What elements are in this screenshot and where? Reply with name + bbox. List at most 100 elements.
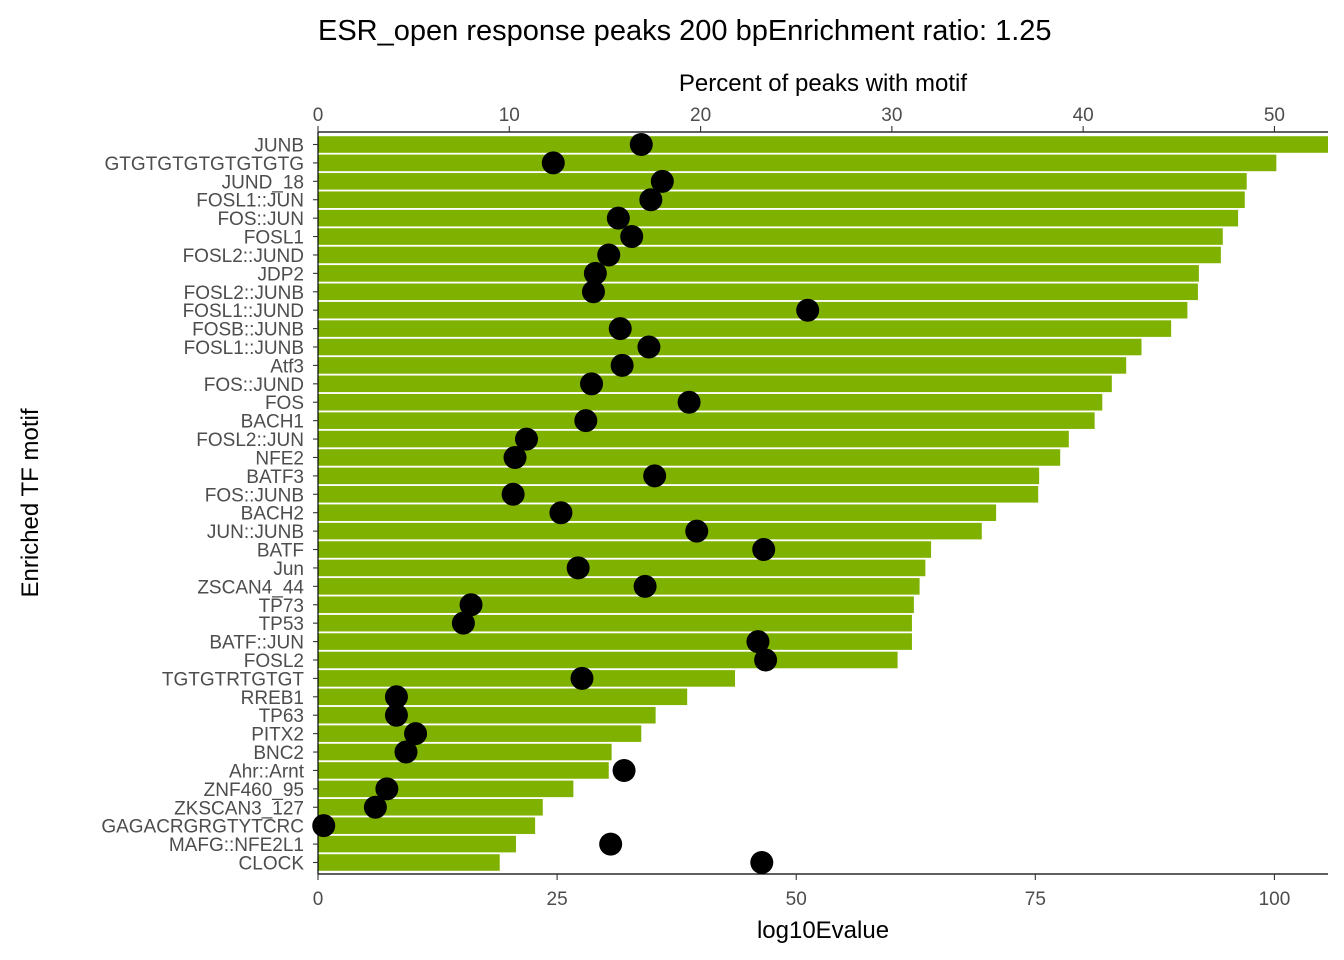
- x2-tick-label: 20: [690, 105, 711, 126]
- point: [754, 648, 778, 672]
- y-tick-label: Atf3: [270, 356, 304, 377]
- bar: [318, 209, 1239, 227]
- point: [608, 317, 632, 341]
- point: [612, 758, 636, 782]
- y-tick-label: ZSCAN4_44: [197, 577, 304, 598]
- point: [503, 445, 527, 469]
- y-tick-label: TP63: [259, 706, 304, 727]
- y-tick-label: FOSL1::JUNB: [184, 338, 304, 359]
- bar: [318, 541, 932, 558]
- x2-tick-label: 40: [1073, 105, 1094, 126]
- bar: [318, 522, 982, 540]
- point: [580, 372, 604, 396]
- bar: [318, 375, 1112, 393]
- point: [394, 740, 418, 764]
- bar: [318, 283, 1198, 301]
- point: [597, 243, 621, 267]
- bar: [318, 393, 1103, 411]
- y-axis-title: Enriched TF motif: [17, 408, 44, 597]
- y-tick-label: JUNB: [254, 136, 304, 157]
- bar: [318, 614, 912, 632]
- x2-tick-label: 30: [881, 105, 902, 126]
- y-tick-label: JUN::JUNB: [207, 522, 304, 543]
- point: [650, 169, 674, 193]
- y-tick-label: RREB1: [241, 688, 304, 709]
- bar: [318, 798, 543, 816]
- bar: [318, 486, 1039, 503]
- x-tick-label: 25: [547, 889, 568, 910]
- point: [629, 133, 653, 156]
- y-tick-label: BATF::JUN: [209, 633, 304, 654]
- y-tick-label: CLOCK: [239, 854, 305, 875]
- y-tick-label: Jun: [273, 559, 304, 580]
- bar: [318, 854, 500, 871]
- point: [312, 814, 336, 838]
- x-axis-title: log10Evalue: [757, 917, 889, 944]
- bar: [318, 154, 1277, 172]
- bar: [318, 743, 612, 761]
- point: [363, 795, 387, 819]
- bar: [318, 265, 1199, 282]
- bar: [318, 817, 536, 834]
- y-tick-label: FOS::JUN: [217, 209, 304, 230]
- point: [796, 298, 820, 322]
- point: [620, 225, 644, 249]
- bar: [318, 762, 609, 779]
- point: [375, 777, 399, 801]
- y-tick-label: TP73: [259, 596, 304, 617]
- x-tick-label: 100: [1259, 889, 1291, 910]
- point: [606, 206, 630, 230]
- y-tick-label: PITX2: [251, 725, 304, 746]
- bar: [318, 596, 914, 614]
- bar: [318, 835, 516, 853]
- point: [677, 390, 701, 414]
- bar: [318, 449, 1061, 466]
- y-tick-label: FOSL2: [244, 651, 304, 672]
- bar: [318, 651, 898, 669]
- x2-tick-label: 50: [1264, 105, 1285, 126]
- point: [599, 832, 623, 856]
- x-tick-label: 75: [1025, 889, 1046, 910]
- bar: [318, 301, 1188, 319]
- bar: [318, 504, 997, 521]
- point: [574, 409, 598, 433]
- point: [639, 188, 663, 212]
- y-tick-label: FOSL1: [244, 228, 304, 249]
- bar: [318, 688, 688, 706]
- point: [610, 353, 634, 377]
- chart-title: ESR_open response peaks 200 bpEnrichment…: [318, 15, 1052, 47]
- y-tick-label: FOSL2::JUN: [196, 430, 304, 451]
- bar: [318, 246, 1221, 264]
- point: [685, 519, 709, 543]
- bar: [318, 467, 1040, 485]
- bar: [318, 173, 1247, 190]
- y-tick-label: NFE2: [255, 448, 304, 469]
- x-tick-label: 50: [786, 889, 807, 910]
- bar: [318, 357, 1127, 374]
- bar: [318, 725, 642, 742]
- plot-area: 0 25 50 75 100 0 10 20 30 40 50 JUNBGTGTGTGTGTGTGTG…: [101, 105, 1328, 910]
- x2-axis-title: Percent of peaks with motif: [679, 70, 967, 97]
- bar: [318, 559, 926, 577]
- y-tick-label: ZNF460_95: [204, 780, 304, 801]
- point: [501, 482, 525, 506]
- bar: [318, 633, 912, 650]
- point: [583, 261, 607, 285]
- point: [633, 574, 657, 598]
- y-tick-label: Ahr::Arnt: [229, 761, 305, 782]
- point: [515, 427, 539, 451]
- point: [746, 630, 770, 654]
- y-tick-label: FOSL2::JUNB: [184, 283, 304, 304]
- point: [752, 538, 776, 562]
- y-tick-label: BACH1: [241, 412, 304, 433]
- y-tick-label: FOSL1::JUND: [183, 301, 304, 322]
- bar: [318, 412, 1095, 429]
- bar: [318, 136, 1328, 153]
- point: [459, 593, 483, 617]
- y-tick-label: GTGTGTGTGTGTGTG: [105, 154, 304, 175]
- point: [643, 464, 667, 488]
- y-tick-label: FOSL2::JUND: [183, 246, 304, 267]
- point: [451, 611, 475, 635]
- y-tick-label: BNC2: [253, 743, 304, 764]
